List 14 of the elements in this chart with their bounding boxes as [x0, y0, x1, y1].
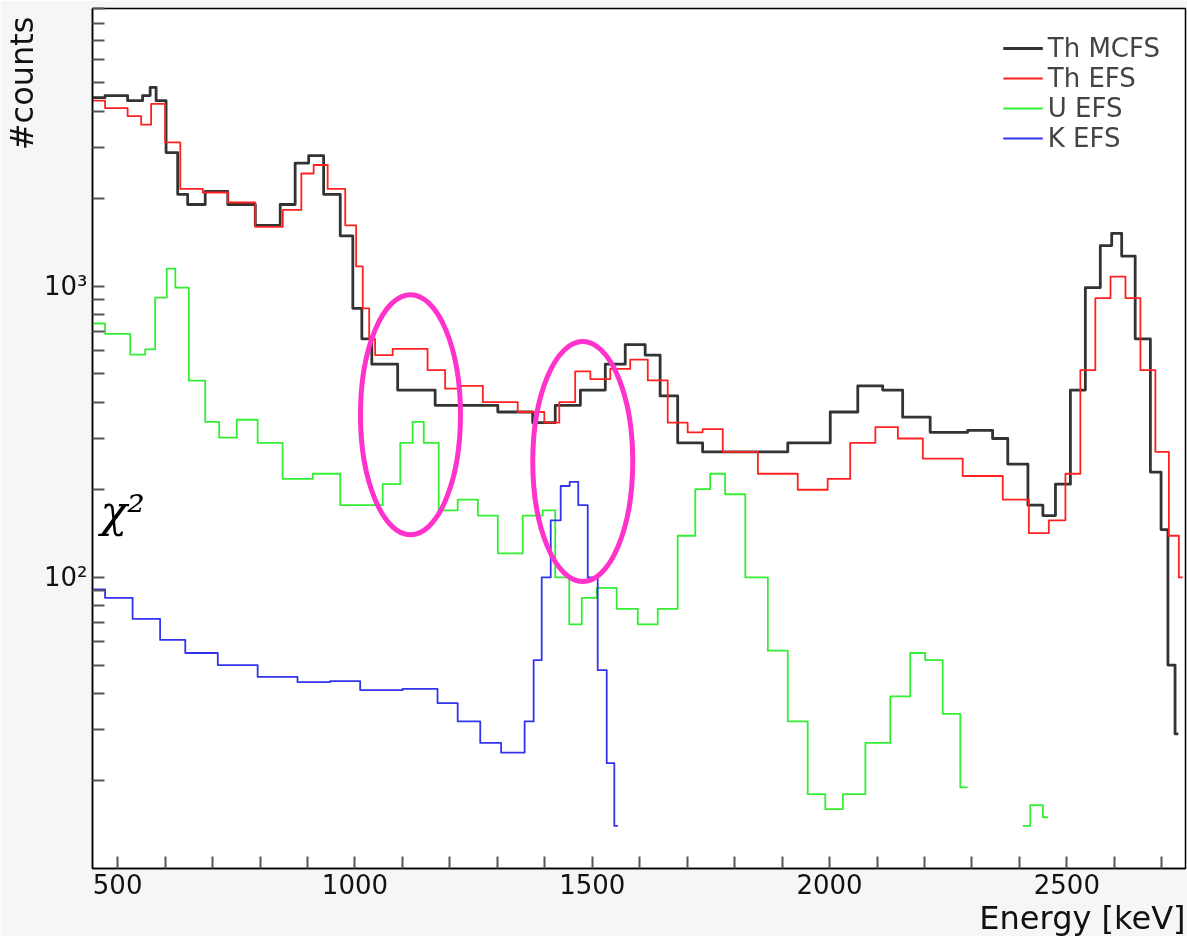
x-tick-label: 1500: [559, 869, 626, 900]
legend-label: U EFS: [1047, 93, 1123, 123]
x-tick-label: 500: [92, 869, 143, 900]
legend-label: Th EFS: [1047, 63, 1136, 93]
legend-label: K EFS: [1047, 123, 1121, 153]
x-tick-label: 2000: [796, 869, 863, 900]
annotation: χ²: [97, 485, 145, 537]
y-tick-label: 10³: [43, 271, 88, 302]
y-tick-label: 10²: [43, 562, 88, 593]
x-tick-label: 1000: [321, 869, 389, 900]
x-axis-title: Energy [keV]: [979, 898, 1186, 936]
x-tick-label: 2500: [1033, 869, 1100, 900]
y-axis-title: #counts: [2, 16, 41, 151]
legend-label: Th MCFS: [1047, 33, 1160, 63]
